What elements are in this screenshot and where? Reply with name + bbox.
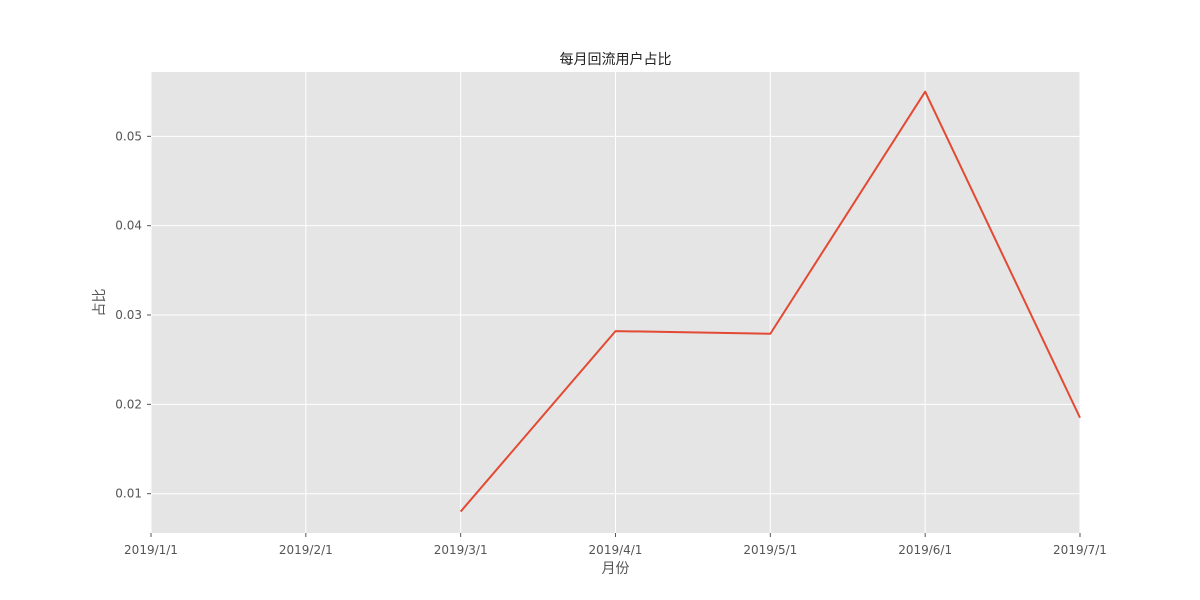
y-axis-ticks: 0.01 0.02 0.03 0.04 0.05	[115, 129, 151, 501]
x-axis-title: 月份	[602, 561, 630, 577]
x-tick-label: 2019/7/1	[1053, 543, 1107, 557]
x-tick-label: 2019/3/1	[434, 543, 488, 557]
y-tick-label: 0.01	[115, 487, 142, 501]
grid-lines	[150, 72, 1081, 533]
y-tick-label: 0.03	[115, 308, 142, 322]
x-tick-label: 2019/2/1	[279, 543, 333, 557]
x-tick-label: 2019/6/1	[898, 543, 952, 557]
series-line	[459, 90, 1081, 513]
y-tick-label: 0.02	[115, 397, 142, 411]
y-axis-title: 占比	[92, 289, 108, 317]
y-tick-label: 0.04	[115, 219, 142, 233]
x-tick-label: 2019/1/1	[124, 543, 178, 557]
x-tick-label: 2019/5/1	[743, 543, 797, 557]
x-axis-ticks: 2019/1/1 2019/2/1 2019/3/1 2019/4/1 2019/5/1…	[124, 533, 1107, 557]
chart-title: 每月回流用户占比	[560, 51, 672, 68]
y-tick-label: 0.05	[115, 129, 142, 143]
series-layer	[459, 90, 1081, 513]
x-tick-label: 2019/4/1	[589, 543, 643, 557]
